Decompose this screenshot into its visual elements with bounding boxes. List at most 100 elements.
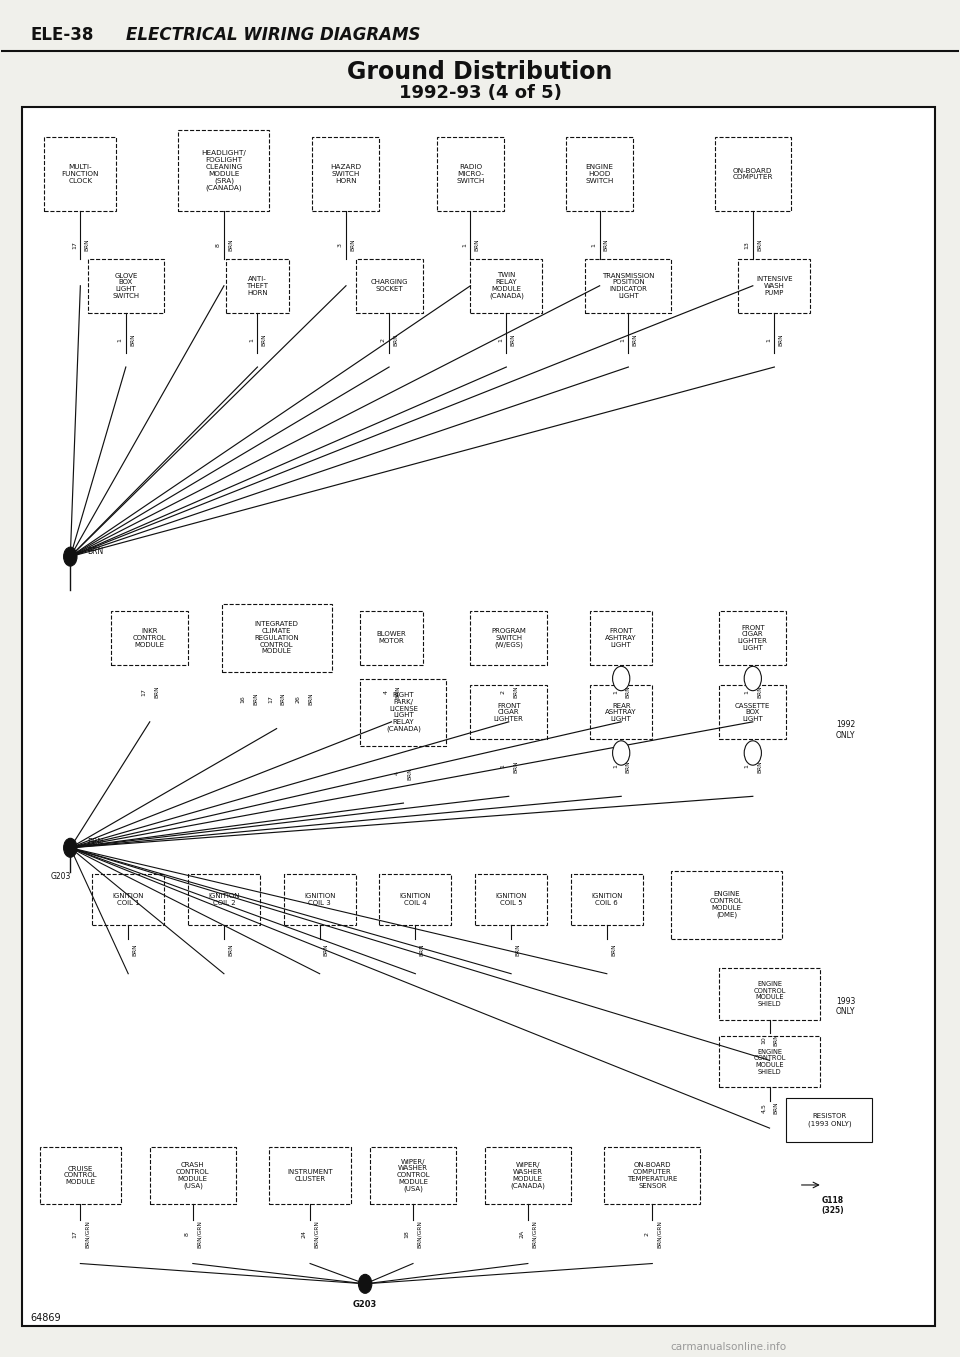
Text: 1: 1 [612,764,618,768]
Text: BRN: BRN [611,943,616,955]
Text: INSTRUMENT
CLUSTER: INSTRUMENT CLUSTER [287,1170,333,1182]
Text: RESISTOR
(1993 ONLY): RESISTOR (1993 ONLY) [807,1113,852,1126]
Text: ENGINE
CONTROL
MODULE
(DME): ENGINE CONTROL MODULE (DME) [709,892,743,919]
Text: 4: 4 [396,771,400,775]
Text: BRN/GRN: BRN/GRN [418,1220,422,1247]
Text: FRONT
CIGAR
LIGHTER: FRONT CIGAR LIGHTER [493,703,523,722]
Text: G118
(325): G118 (325) [821,1196,844,1216]
Text: G203: G203 [51,873,71,881]
Text: INTEGRATED
CLIMATE
REGULATION
CONTROL
MODULE: INTEGRATED CLIMATE REGULATION CONTROL MO… [254,622,299,654]
Text: 1: 1 [620,338,625,342]
Text: RADIO
MICRO-
SWITCH: RADIO MICRO- SWITCH [456,164,485,183]
Text: PROGRAM
SWITCH
(W/EGS): PROGRAM SWITCH (W/EGS) [492,628,526,647]
Text: TRANSMISSION
POSITION
INDICATOR
LIGHT: TRANSMISSION POSITION INDICATOR LIGHT [602,273,655,299]
Text: WIPER/
WASHER
CONTROL
MODULE
(USA): WIPER/ WASHER CONTROL MODULE (USA) [396,1159,430,1193]
Text: ENGINE
HOOD
SWITCH: ENGINE HOOD SWITCH [586,164,613,183]
Text: ENGINE
CONTROL
MODULE
SHIELD: ENGINE CONTROL MODULE SHIELD [754,1049,785,1075]
Text: 17: 17 [269,695,274,703]
Text: BRN: BRN [132,943,137,955]
Text: 64869: 64869 [30,1312,60,1323]
Text: BRN: BRN [308,692,313,706]
Text: CRASH
CONTROL
MODULE
(USA): CRASH CONTROL MODULE (USA) [176,1162,209,1189]
FancyBboxPatch shape [22,107,935,1326]
Text: BRN/GRN: BRN/GRN [197,1220,202,1247]
Text: WIPER/
WASHER
MODULE
(CANADA): WIPER/ WASHER MODULE (CANADA) [511,1162,545,1189]
Text: TWIN
RELAY
MODULE
(CANADA): TWIN RELAY MODULE (CANADA) [489,273,524,299]
Text: 2A: 2A [519,1229,524,1238]
Text: 1: 1 [745,691,750,693]
Text: IGNITION
COIL 4: IGNITION COIL 4 [399,893,431,905]
Text: BRN: BRN [774,1034,779,1046]
Text: FRONT
ASHTRAY
LIGHT: FRONT ASHTRAY LIGHT [606,628,637,647]
Text: 4,5: 4,5 [761,1103,766,1113]
Text: BRN: BRN [604,239,609,251]
Text: IGNITION
COIL 3: IGNITION COIL 3 [304,893,335,905]
Text: ELECTRICAL WIRING DIAGRAMS: ELECTRICAL WIRING DIAGRAMS [126,26,420,45]
Text: BRN: BRN [511,334,516,346]
Text: CHARGING
SOCKET: CHARGING SOCKET [371,280,408,292]
Text: BRN: BRN [87,837,104,847]
Text: BRN: BRN [513,685,517,699]
Text: BRN: BRN [253,692,258,706]
Text: 1: 1 [500,764,506,768]
Text: BRN: BRN [84,239,89,251]
Text: BLOWER
MOTOR: BLOWER MOTOR [376,631,406,645]
Circle shape [358,1274,372,1293]
Text: 26: 26 [296,695,300,703]
Text: ELE-38: ELE-38 [30,26,93,45]
Text: 17: 17 [72,242,77,250]
Text: CRUISE
CONTROL
MODULE: CRUISE CONTROL MODULE [63,1166,97,1185]
Text: carmanualsonline.info: carmanualsonline.info [671,1342,787,1353]
Text: IGNITION
COIL 5: IGNITION COIL 5 [495,893,527,905]
Text: 2: 2 [381,338,386,342]
Text: BRN: BRN [280,692,286,706]
Text: 2: 2 [500,691,506,693]
Text: 1992
ONLY: 1992 ONLY [836,721,855,740]
Text: BRN: BRN [396,685,400,699]
Text: BRN: BRN [757,685,762,699]
Text: 18: 18 [405,1229,410,1238]
Text: 4: 4 [383,691,388,693]
Text: BRN: BRN [474,239,480,251]
Text: HAZARD
SWITCH
HORN: HAZARD SWITCH HORN [330,164,362,183]
Text: ENGINE
CONTROL
MODULE
SHIELD: ENGINE CONTROL MODULE SHIELD [754,981,785,1007]
Text: 10: 10 [761,1037,766,1044]
Text: 1: 1 [612,691,618,693]
Text: 1: 1 [591,243,596,247]
Text: RIGHT
PARK/
LICENSE
LIGHT
RELAY
(CANADA): RIGHT PARK/ LICENSE LIGHT RELAY (CANADA) [386,692,420,733]
Text: BRN: BRN [324,943,329,955]
Text: G203: G203 [353,1300,377,1310]
Text: BRN/GRN: BRN/GRN [84,1220,89,1247]
Text: 16: 16 [241,695,246,703]
Text: FRONT
CIGAR
LIGHTER
LIGHT: FRONT CIGAR LIGHTER LIGHT [738,624,768,651]
Text: 1: 1 [498,338,503,342]
Text: BRN: BRN [513,760,517,773]
Text: BRN: BRN [633,334,637,346]
Text: BRN: BRN [420,943,424,955]
Text: REAR
ASHTRAY
LIGHT: REAR ASHTRAY LIGHT [606,703,637,722]
Text: 2: 2 [644,1232,649,1236]
Text: BRN: BRN [779,334,783,346]
Text: BRN: BRN [516,943,520,955]
Circle shape [63,547,77,566]
Circle shape [63,839,77,858]
Text: 1: 1 [766,338,771,342]
Text: 1993
ONLY: 1993 ONLY [836,996,855,1016]
Circle shape [744,666,761,691]
Text: ON-BOARD
COMPUTER: ON-BOARD COMPUTER [732,168,773,180]
Text: 17: 17 [72,1229,77,1238]
Text: 8: 8 [184,1232,189,1236]
Text: BRN/GRN: BRN/GRN [657,1220,661,1247]
Text: BRN: BRN [774,1102,779,1114]
Text: INKR
CONTROL
MODULE: INKR CONTROL MODULE [132,628,167,647]
Text: BRN/GRN: BRN/GRN [532,1220,537,1247]
Text: BRN: BRN [625,760,631,773]
Text: BRN: BRN [394,334,398,346]
Text: 3: 3 [338,243,343,247]
Text: BRN: BRN [625,685,631,699]
Text: BRN: BRN [228,239,233,251]
Text: BRN: BRN [350,239,355,251]
Text: BRN: BRN [228,943,233,955]
Text: HEADLIGHT/
FOGLIGHT
CLEANING
MODULE
(SRA)
(CANADA): HEADLIGHT/ FOGLIGHT CLEANING MODULE (SRA… [202,151,247,191]
Text: 1: 1 [250,338,254,342]
